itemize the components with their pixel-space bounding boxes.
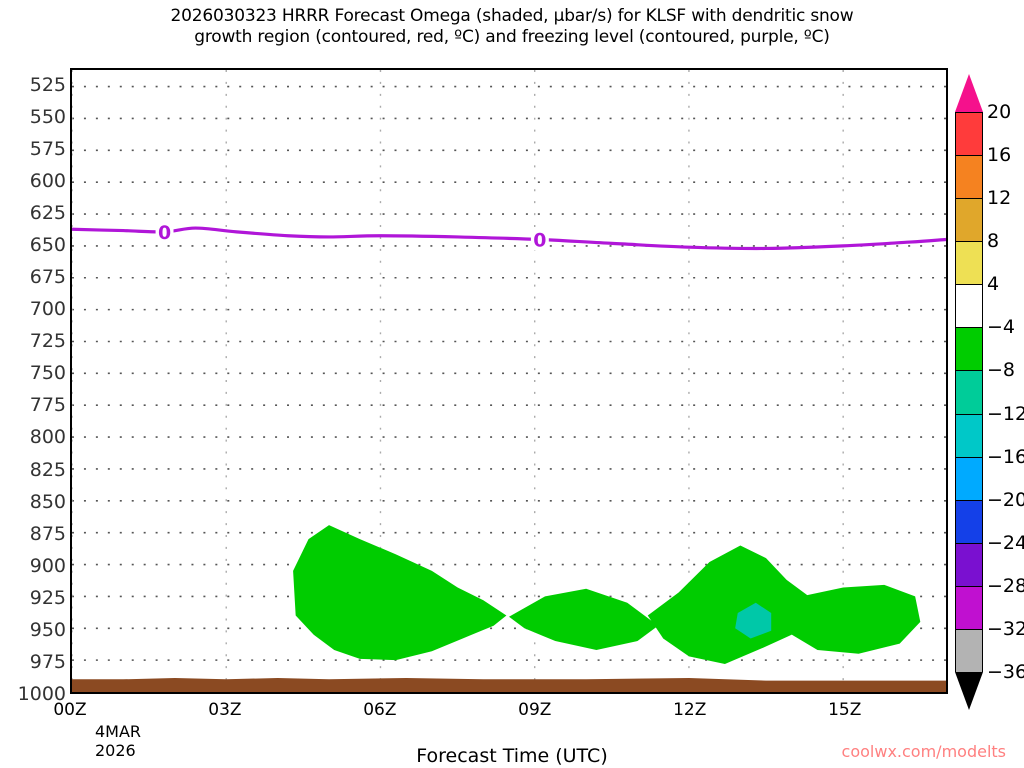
watermark: coolwx.com/modelts [841, 742, 1006, 761]
colorbar-tick-label: 20 [987, 101, 1012, 123]
colorbar-arrow-bottom [955, 672, 983, 710]
colorbar-band [955, 112, 983, 156]
y-axis-tick-label: 725 [29, 330, 66, 353]
colorbar-tick-label: −20 [987, 488, 1024, 511]
y-axis-tick-labels: 525 550 575 600 625 650 675 700 725 750 775 800 825 8… [0, 68, 66, 705]
gridlines [72, 70, 946, 692]
y-axis-tick-label: 775 [29, 394, 66, 417]
colorbar-tick-label: −36 [987, 661, 1024, 683]
colorbar-tick-label: −28 [987, 574, 1024, 597]
colorbar-tick-label: −8 [987, 359, 1016, 382]
x-axis-tick-label: 00Z [53, 700, 87, 720]
date-stamp: 4MAR 2026 [95, 722, 141, 760]
y-axis-tick-label: 875 [29, 522, 66, 545]
colorbar-tick-label: −16 [987, 445, 1024, 468]
colorbar-tick-label: 12 [987, 187, 1012, 210]
colorbar-arrow-top [955, 74, 983, 112]
y-axis-tick-label: 1000 [17, 683, 66, 705]
colorbar-band [955, 155, 983, 199]
terrain-band [72, 677, 946, 692]
colorbar-band [955, 585, 983, 629]
contour-label-mask [530, 228, 549, 251]
omega-shaded-regions [293, 525, 921, 664]
y-axis-tick-label: 675 [29, 266, 66, 289]
colorbar-tick-label: −24 [987, 531, 1024, 554]
colorbar-tick-label: −32 [987, 617, 1024, 640]
y-axis-tick-label: 650 [29, 234, 66, 257]
colorbar-band [955, 198, 983, 242]
colorbar-tick-label: −4 [987, 316, 1016, 339]
omega-shaded-core-cyan [735, 602, 772, 639]
colorbar: 20 16 12 8 4 −4 −8 −12 −16 −20 −24 −28 −32 −36 [955, 74, 1024, 710]
colorbar-tick-label: −12 [987, 402, 1024, 425]
contour-label-mask [155, 220, 174, 243]
colorbar-band [955, 499, 983, 543]
contour-label: 0 [158, 222, 171, 244]
colorbar-band [955, 327, 983, 371]
x-axis-tick-label: 03Z [208, 700, 242, 720]
colorbar-band [955, 370, 983, 414]
freezing-level-0C [72, 226, 946, 251]
x-axis-tick-label: 09Z [518, 700, 552, 720]
y-axis-tick-label: 625 [29, 201, 66, 224]
colorbar-tick-label: 16 [987, 144, 1012, 167]
x-axis-tick-label: 06Z [363, 700, 397, 720]
colorbar-band [955, 456, 983, 500]
colorbar-band [955, 628, 983, 672]
x-axis-title: Forecast Time (UTC) [416, 745, 608, 767]
x-axis-tick-label: 15Z [828, 700, 862, 720]
chart-title: 2026030323 HRRR Forecast Omega (shaded, … [0, 6, 1024, 48]
chart-title-line-2: growth region (contoured, red, ºC) and f… [194, 27, 830, 47]
y-axis-tick-label: 600 [29, 169, 66, 192]
contour-label: 0 [533, 229, 546, 251]
y-axis-tick-label: 950 [29, 618, 66, 641]
colorbar-tick-label: 8 [987, 230, 1000, 253]
x-axis-tick-label: 12Z [673, 700, 707, 720]
y-axis-tick-label: 575 [29, 137, 66, 160]
colorbar-band [955, 284, 983, 328]
x-axis-tick-labels: 00Z 03Z 06Z 09Z 12Z 15Z [0, 700, 1024, 724]
terrain-surface [72, 677, 946, 692]
y-axis-tick-label: 700 [29, 298, 66, 321]
y-axis-tick-label: 925 [29, 586, 66, 609]
chart-title-line-1: 2026030323 HRRR Forecast Omega (shaded, … [170, 6, 854, 26]
date-stamp-month: 4MAR [95, 722, 142, 741]
date-stamp-year: 2026 [95, 741, 136, 760]
y-axis-tick-label: 975 [29, 650, 66, 673]
y-axis-tick-label: 825 [29, 458, 66, 481]
y-axis-tick-label: 900 [29, 554, 66, 577]
omega-shaded-region-1 [293, 525, 507, 661]
y-axis-tick-label: 850 [29, 490, 66, 513]
y-axis-tick-label: 750 [29, 362, 66, 385]
colorbar-band [955, 542, 983, 586]
colorbar-band [955, 413, 983, 457]
colorbar-tick-label: 4 [987, 273, 1000, 296]
y-axis-tick-label: 800 [29, 426, 66, 449]
colorbar-band [955, 241, 983, 285]
omega-shaded-region-2 [509, 588, 659, 650]
y-axis-tick-label: 525 [29, 73, 66, 96]
omega-shaded-region-3 [647, 545, 921, 664]
y-axis-tick-label: 550 [29, 105, 66, 128]
